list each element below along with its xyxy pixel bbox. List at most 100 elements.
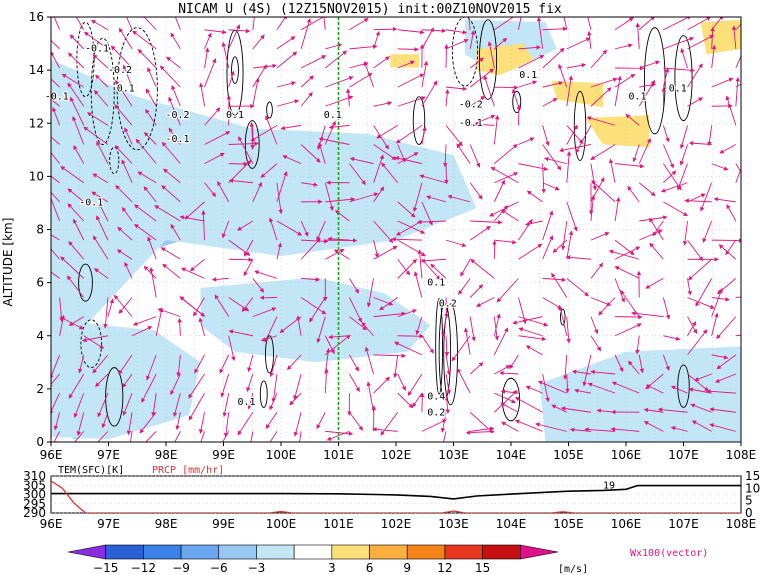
wind-vector <box>252 17 255 30</box>
wind-vector <box>252 307 277 318</box>
wind-vector <box>68 241 85 260</box>
wind-vector <box>635 335 640 355</box>
wind-vector <box>219 354 230 374</box>
wind-vector <box>101 412 109 429</box>
wind-vector <box>345 88 351 107</box>
wind-vector <box>155 307 164 336</box>
wind-vector <box>475 297 495 307</box>
wind-vector <box>487 41 495 69</box>
wind-vector <box>349 44 378 50</box>
surface-x-tick-label: 97E <box>97 517 120 531</box>
wind-vector <box>118 354 133 375</box>
wind-vector <box>407 373 423 397</box>
wind-vector <box>542 47 565 69</box>
colorbar-tick-label: 9 <box>403 561 411 575</box>
wind-vector <box>416 219 447 225</box>
wind-vector <box>566 75 573 107</box>
wind-vector <box>682 220 688 246</box>
wind-vector <box>445 125 463 147</box>
wind-vector <box>204 131 231 145</box>
wind-vector <box>420 392 425 413</box>
wind-vector <box>51 39 60 50</box>
wind-vector <box>645 277 664 289</box>
wind-vector <box>60 256 85 279</box>
wind-vector <box>364 346 375 375</box>
wind-vector <box>542 26 568 32</box>
wind-vector <box>221 41 230 69</box>
x-tick-label: 102E <box>381 448 412 462</box>
wind-vector <box>51 354 61 380</box>
surface-x-tick-label: 100E <box>266 517 297 531</box>
wind-vector <box>204 152 225 165</box>
wind-vector <box>499 370 519 376</box>
wind-vector <box>649 242 664 260</box>
contour-label: 0.2 <box>439 299 457 310</box>
wind-vector <box>349 163 366 186</box>
wind-vector <box>566 125 584 144</box>
y-tick-label: 0 <box>36 435 44 449</box>
wind-vector <box>707 125 713 147</box>
contour-label: -0.2 <box>165 110 189 121</box>
wind-vector <box>299 431 302 442</box>
surface-x-tick-label: 106E <box>611 517 642 531</box>
wind-vector <box>445 89 450 107</box>
wind-vector <box>171 84 181 107</box>
wind-vector <box>614 73 636 88</box>
wind-vector <box>170 373 181 396</box>
wind-vector <box>511 88 519 107</box>
wind-vector <box>494 392 517 404</box>
wind-vector <box>493 327 509 356</box>
wind-vector <box>611 381 640 394</box>
prcp-tick-label: 10 <box>745 481 760 495</box>
wind-vector <box>525 220 543 227</box>
wind-vector <box>349 297 362 323</box>
wind-vector <box>662 125 670 143</box>
wind-vector <box>542 235 554 260</box>
x-tick-label: 99E <box>212 448 235 462</box>
wind-vector <box>536 17 544 49</box>
wind-vector <box>170 223 181 241</box>
wind-vector <box>349 354 359 372</box>
wind-vector <box>279 316 302 334</box>
wind-vector <box>456 143 471 164</box>
wind-vector <box>147 67 157 88</box>
wind-vector <box>397 96 426 107</box>
wind-vector <box>51 234 60 241</box>
wind-vector <box>222 393 230 417</box>
prcp-tick-label: 5 <box>745 494 753 508</box>
wind-vector <box>276 81 296 88</box>
surface-x-tick-label: 105E <box>553 517 584 531</box>
wind-vector <box>614 246 641 260</box>
wind-vector <box>83 126 109 145</box>
negative-contour <box>116 27 158 151</box>
contour-label: 0.1 <box>427 277 445 288</box>
wind-vector <box>184 201 205 220</box>
wind-vector <box>333 249 350 260</box>
wind-vectors <box>51 17 741 442</box>
wind-vector <box>373 353 407 359</box>
wind-vector <box>421 80 438 107</box>
wind-vector <box>663 335 681 341</box>
wind-vector <box>391 237 422 242</box>
wind-vector <box>95 373 109 388</box>
wind-vector <box>725 95 737 126</box>
surface-x-tick-label: 101E <box>323 517 354 531</box>
wind-vector <box>114 104 133 126</box>
wind-vector <box>469 57 485 69</box>
wind-vector <box>74 431 85 442</box>
wind-vector <box>323 17 326 30</box>
wind-vector <box>51 175 60 184</box>
wind-vector <box>421 28 447 34</box>
wind-vector <box>445 373 452 395</box>
wind-vector <box>542 81 564 88</box>
wind-vector <box>397 47 419 52</box>
wind-vector <box>598 297 616 316</box>
wind-vector <box>67 82 85 107</box>
wind-vector <box>373 144 397 161</box>
wind-vector <box>122 392 133 416</box>
wind-vector <box>582 354 592 387</box>
wind-vector <box>394 156 422 165</box>
shaded-region <box>51 319 201 440</box>
wind-vector <box>518 335 547 342</box>
wind-vector <box>490 166 519 184</box>
